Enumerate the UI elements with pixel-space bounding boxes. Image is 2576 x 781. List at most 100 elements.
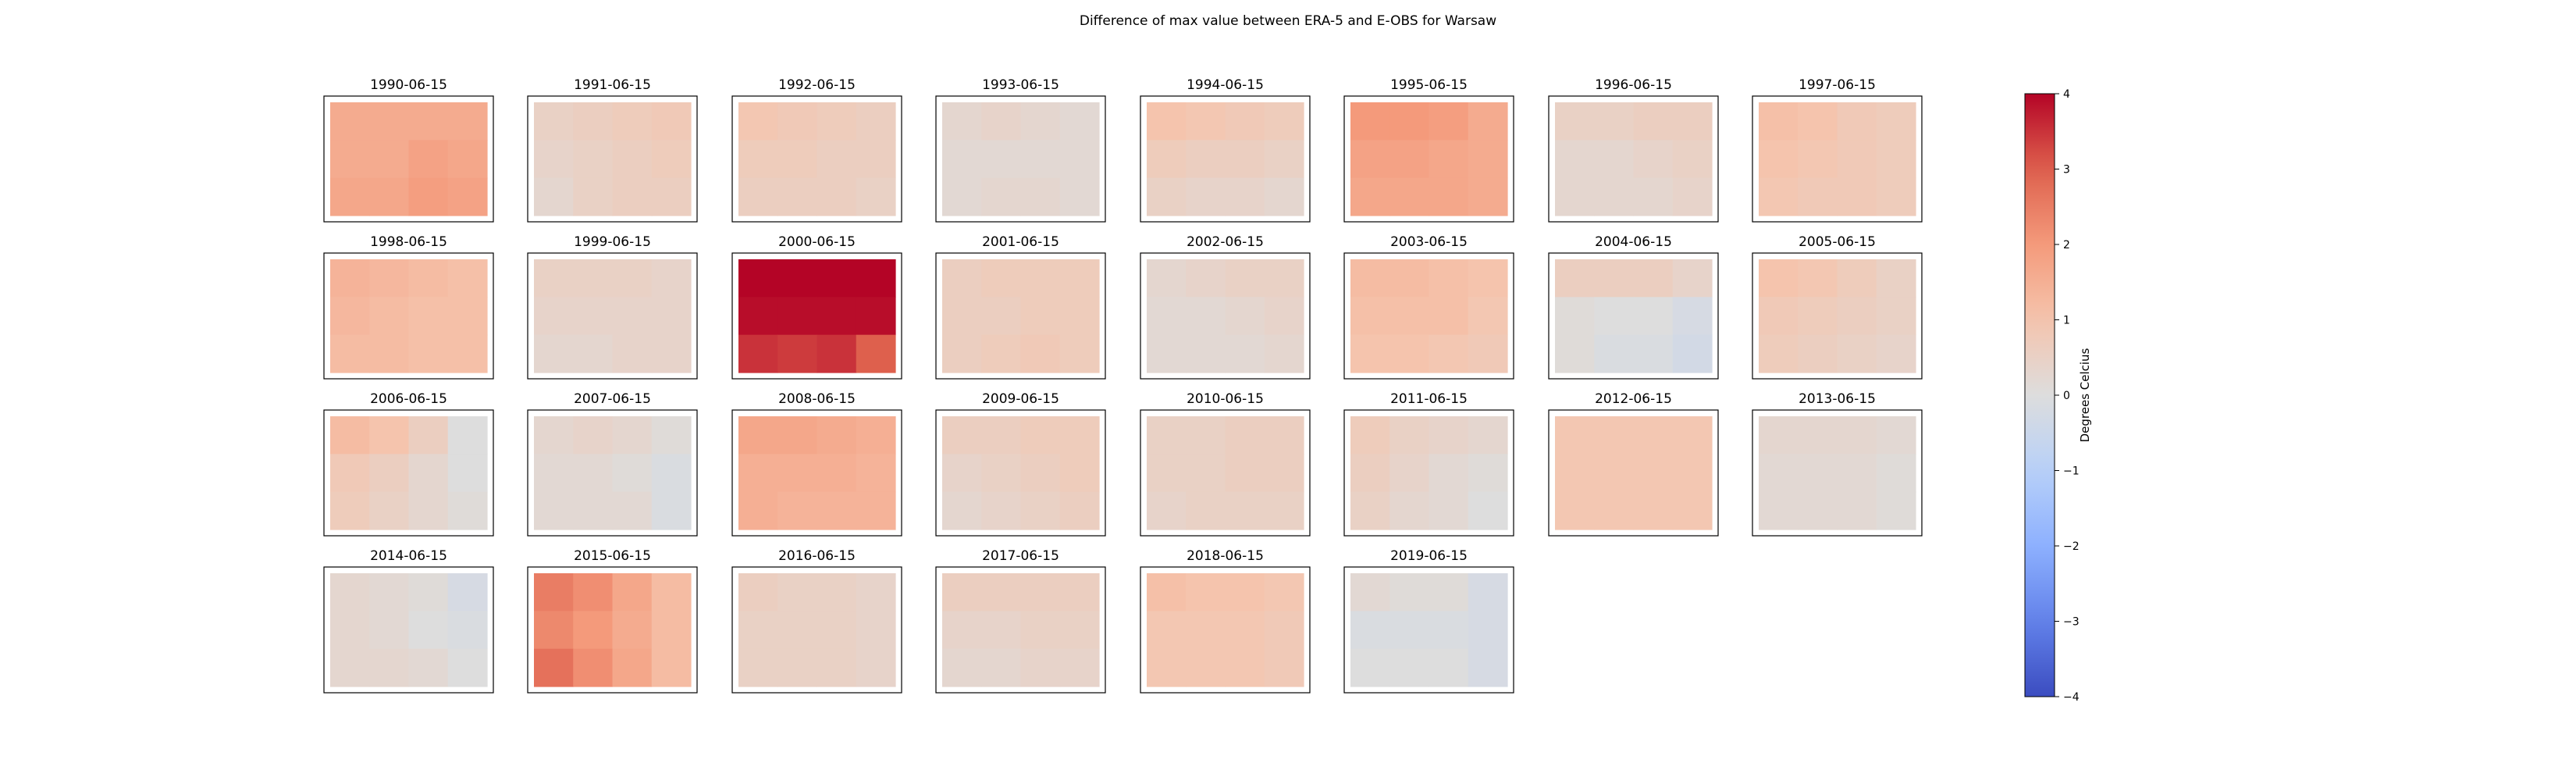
heatmap-cell	[1429, 491, 1469, 530]
heatmap-cell	[738, 259, 778, 298]
heatmap-cell	[981, 454, 1022, 493]
heatmap-cell	[1837, 140, 1877, 179]
panel-frame	[935, 409, 1106, 537]
heatmap-cell	[817, 611, 857, 650]
panel-frame	[1140, 252, 1311, 380]
heatmap-cell	[981, 416, 1022, 455]
panel-2011-06-15: 2011-06-15	[1343, 391, 1514, 537]
heatmap-cell	[1186, 648, 1226, 687]
panel-frame	[1343, 252, 1514, 380]
heatmap-cell	[1350, 648, 1390, 687]
heatmap-cell	[1837, 297, 1877, 336]
heatmap-cell	[447, 454, 488, 493]
heatmap-cell	[330, 259, 370, 298]
colorbar-tick-label: −4	[2063, 691, 2080, 704]
heatmap-cell	[817, 454, 857, 493]
panel-2005-06-15: 2005-06-15	[1752, 234, 1923, 380]
panel-frame	[935, 252, 1106, 380]
heatmap-cell	[534, 611, 574, 650]
heatmap-cell	[1672, 416, 1713, 455]
panel-grid: 1990-06-15 1991-06-15 1992-06-15 1993-06-15…	[323, 77, 1923, 694]
panel-frame	[731, 252, 902, 380]
panel-title: 1990-06-15	[370, 77, 447, 93]
heatmap-cell	[1059, 140, 1100, 179]
heatmap-cell	[981, 297, 1022, 336]
heatmap-cell	[1147, 611, 1187, 650]
heatmap-cell	[981, 177, 1022, 216]
heatmap-cell	[1350, 454, 1390, 493]
panel-frame	[527, 95, 698, 223]
heatmap-cell	[1798, 297, 1838, 336]
heatmap-cell	[1147, 297, 1187, 336]
heatmap-cell	[1264, 140, 1304, 179]
heatmap-cell	[330, 454, 370, 493]
panel-2015-06-15: 2015-06-15	[527, 548, 698, 694]
heatmap-cell	[612, 648, 653, 687]
heatmap-cell	[981, 573, 1022, 612]
panel-1991-06-15: 1991-06-15	[527, 77, 698, 223]
panel-title: 1997-06-15	[1799, 77, 1876, 93]
heatmap-cell	[447, 177, 488, 216]
heatmap-cell	[817, 140, 857, 179]
heatmap-cell	[330, 573, 370, 612]
heatmap-cell	[1594, 416, 1635, 455]
heatmap-cell	[777, 491, 818, 530]
heatmap-cell	[612, 491, 653, 530]
heatmap-cell	[1389, 416, 1430, 455]
heatmap-cell	[408, 102, 449, 141]
heatmap-cell	[447, 297, 488, 336]
heatmap-cell	[817, 102, 857, 141]
panel-frame	[731, 409, 902, 537]
colorbar: 4 3 2 1 0 −1 −2 −3 −4 Degrees Celcius	[2024, 88, 2092, 704]
panel-title: 2011-06-15	[1390, 391, 1468, 407]
panel-1993-06-15: 1993-06-15	[935, 77, 1106, 223]
heatmap-cell	[1225, 297, 1265, 336]
heatmap-cell	[573, 102, 614, 141]
heatmap-cell	[1429, 102, 1469, 141]
heatmap-cell	[447, 491, 488, 530]
panel-title: 1995-06-15	[1390, 77, 1468, 93]
heatmap-cell	[1186, 334, 1226, 373]
heatmap-cell	[1020, 140, 1061, 179]
heatmap-cell	[1468, 416, 1508, 455]
heatmap-cell	[1429, 416, 1469, 455]
panel-frame	[1548, 409, 1719, 537]
heatmap-cell	[1350, 416, 1390, 455]
heatmap-cell	[1059, 454, 1100, 493]
heatmap-cell	[738, 573, 778, 612]
heatmap-cell	[1020, 102, 1061, 141]
heatmap-cell	[1594, 454, 1635, 493]
heatmap-cell	[1186, 416, 1226, 455]
heatmap-cell	[1020, 259, 1061, 298]
heatmap-cell	[856, 334, 896, 373]
heatmap-cell	[1633, 454, 1674, 493]
heatmap-cell	[1059, 491, 1100, 530]
heatmap-cell	[1225, 140, 1265, 179]
heatmap-cell	[330, 648, 370, 687]
heatmap-cell	[777, 177, 818, 216]
heatmap-cell	[777, 140, 818, 179]
heatmap-cell	[1633, 297, 1674, 336]
heatmap-cell	[1389, 491, 1430, 530]
heatmap-cell	[1350, 334, 1390, 373]
heatmap-cell	[330, 140, 370, 179]
colorbar-tick-label: 2	[2063, 239, 2070, 251]
heatmap-cell	[1672, 140, 1713, 179]
heatmap-cell	[1672, 454, 1713, 493]
panel-frame	[1548, 252, 1719, 380]
heatmap-cell	[1759, 259, 1799, 298]
heatmap-cell	[1759, 102, 1799, 141]
panel-2006-06-15: 2006-06-15	[323, 391, 494, 537]
heatmap-cell	[1672, 259, 1713, 298]
heatmap-cell	[408, 140, 449, 179]
heatmap-cell	[1147, 102, 1187, 141]
heatmap-cell	[573, 491, 614, 530]
heatmap-cell	[1594, 297, 1635, 336]
heatmap-cell	[1147, 259, 1187, 298]
heatmap-cell	[1759, 140, 1799, 179]
figure-title: Difference of max value between ERA-5 an…	[1080, 13, 1496, 29]
heatmap-cell	[1759, 297, 1799, 336]
heatmap-cell	[447, 140, 488, 179]
panel-title: 2004-06-15	[1595, 234, 1672, 250]
